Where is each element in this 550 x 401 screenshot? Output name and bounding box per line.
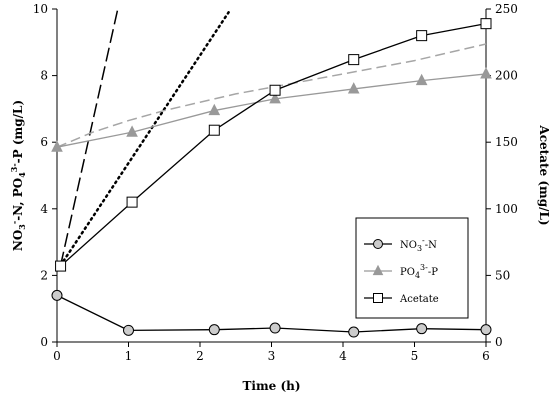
- data-point: [480, 67, 492, 79]
- legend-item: Acetate: [364, 293, 439, 305]
- y-axis-title-left: NO3--N, PO43--P (mg/L): [9, 100, 27, 251]
- data-point: [51, 289, 63, 301]
- x-tick-label: 1: [125, 349, 133, 363]
- x-tick-label: 6: [482, 349, 490, 363]
- y-left-tick-label: 4: [40, 202, 48, 216]
- legend-label: PO43--P: [400, 263, 438, 280]
- legend-marker: [373, 293, 383, 303]
- data-point: [55, 260, 67, 272]
- legend-marker: [372, 264, 384, 276]
- data-point: [126, 196, 138, 208]
- series-0: [51, 289, 492, 338]
- data-point: [269, 84, 281, 96]
- y-right-tick-label: 50: [495, 268, 510, 282]
- x-axis-title: Time (h): [242, 379, 300, 393]
- data-point: [208, 124, 220, 136]
- series: [51, 18, 492, 338]
- y-right-tick-label: 100: [495, 202, 518, 216]
- x-tick-label: 5: [411, 349, 419, 363]
- legend-label: Acetate: [399, 294, 439, 305]
- data-point: [480, 18, 492, 30]
- data-point: [126, 125, 138, 137]
- fit-line-long-dash: [59, 8, 119, 266]
- y-right-tick-label: 200: [495, 69, 518, 83]
- series-1: [51, 67, 492, 152]
- y-right-tick-label: 250: [495, 2, 518, 16]
- y-axis-title-right: Acetate (mg/L): [537, 124, 550, 225]
- data-point: [348, 326, 360, 338]
- data-point: [208, 103, 221, 116]
- fit-line-dotted: [59, 11, 230, 267]
- y-left-tick-label: 2: [40, 268, 48, 282]
- fit-lines: [56, 8, 487, 267]
- data-point: [347, 82, 360, 94]
- data-point: [415, 73, 428, 86]
- y-left-tick-label: 10: [33, 2, 48, 16]
- data-point: [269, 322, 281, 334]
- data-point: [208, 324, 220, 336]
- x-tick-label: 3: [268, 349, 276, 363]
- data-point: [269, 92, 281, 104]
- y-left-tick-label: 0: [40, 335, 48, 349]
- data-point: [480, 324, 492, 336]
- legend-marker: [373, 239, 383, 249]
- legend-label: NO3--N: [400, 236, 437, 253]
- axis-titles: Time (h) NO3--N, PO43--P (mg/L) Acetate (m…: [9, 100, 550, 393]
- legend-item: PO43--P: [364, 263, 438, 280]
- x-tick-label: 0: [53, 349, 61, 363]
- data-point: [348, 54, 360, 66]
- y-left-tick-label: 8: [40, 69, 48, 83]
- fit-line-dashed-curve: [56, 43, 487, 148]
- y-right-tick-label: 0: [495, 335, 503, 349]
- legend-item: NO3--N: [364, 236, 437, 253]
- x-tick-label: 2: [196, 349, 204, 363]
- x-tick-label: 4: [339, 349, 347, 363]
- data-point: [416, 323, 428, 335]
- legend: NO3--N PO43--P Acetate: [355, 217, 469, 319]
- y-left-tick-label: 6: [40, 135, 48, 149]
- data-point: [416, 30, 428, 42]
- series-2: [55, 18, 492, 272]
- data-point: [51, 140, 63, 152]
- data-point: [123, 324, 134, 336]
- y-right-tick-label: 150: [495, 135, 518, 149]
